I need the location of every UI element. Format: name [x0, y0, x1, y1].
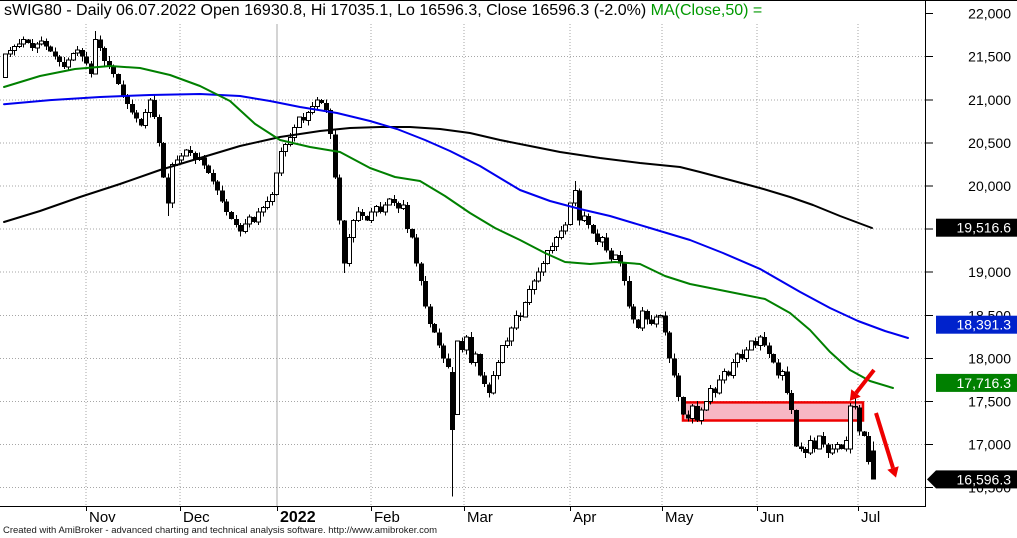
chart-title-ohlc: sWIG80 - Daily 06.07.2022 Open 16930.8, … — [4, 2, 651, 19]
breakdown-arrow-2 — [874, 412, 899, 478]
price-marker-box: 18,391.3 — [936, 315, 1017, 334]
svg-text:16,596.3: 16,596.3 — [957, 471, 1012, 487]
ma-200-black — [3, 126, 873, 229]
chart-title-bar: sWIG80 - Daily 06.07.2022 Open 16930.8, … — [4, 2, 762, 20]
y-axis-label: 22,000 — [968, 6, 1011, 22]
x-axis-label: Dec — [183, 509, 210, 526]
price-markers: 19,516.6 18,391.3 17,716.3 16,596.3 — [927, 218, 1017, 489]
chart-title-ma-label: MA(Close,50) = — [650, 2, 763, 19]
x-axis-label: Jul — [861, 509, 880, 526]
x-axis-label: Jun — [760, 509, 784, 526]
x-axis-label: 2022 — [280, 509, 316, 526]
y-axis-label: 21,500 — [968, 49, 1011, 65]
x-axis-label: Nov — [89, 509, 116, 526]
breakdown-arrow-1 — [849, 368, 876, 401]
y-axis-label: 17,500 — [968, 394, 1011, 410]
y-axis-label: 20,500 — [968, 135, 1011, 151]
y-gridlines — [0, 56, 925, 489]
svg-text:17,716.3: 17,716.3 — [957, 375, 1012, 391]
axis-borders — [0, 0, 1017, 511]
svg-text:18,391.3: 18,391.3 — [957, 317, 1012, 333]
y-axis-label: 20,000 — [968, 178, 1011, 194]
price-marker-box: 17,716.3 — [936, 373, 1017, 392]
x-axis-label: May — [665, 509, 694, 526]
y-axis-label: 19,000 — [968, 264, 1011, 280]
x-axis-label: Mar — [467, 509, 493, 526]
price-marker-box: 16,596.3 — [927, 470, 1017, 489]
x-axis-label: Feb — [374, 509, 400, 526]
y-axis-label: 21,000 — [968, 92, 1011, 108]
y-axis-label: 17,000 — [968, 437, 1011, 453]
ma-50-green — [3, 65, 894, 389]
amibroker-credit-text: Created with AmiBroker - advanced charti… — [3, 525, 438, 536]
x-axis-labels: Nov Dec 2022 Feb Mar Apr May Jun Jul — [89, 509, 880, 526]
x-gridlines — [85, 24, 859, 506]
svg-text:19,516.6: 19,516.6 — [957, 220, 1012, 236]
x-axis-label: Apr — [573, 509, 596, 526]
candlesticks — [3, 30, 876, 497]
ma-100-blue — [3, 93, 909, 339]
y-axis-labels: 22,00021,50021,00020,50020,00019,50019,0… — [968, 6, 1011, 496]
support-zone — [681, 401, 865, 422]
y-axis-label: 18,000 — [968, 350, 1011, 366]
price-marker-box: 19,516.6 — [936, 218, 1017, 237]
